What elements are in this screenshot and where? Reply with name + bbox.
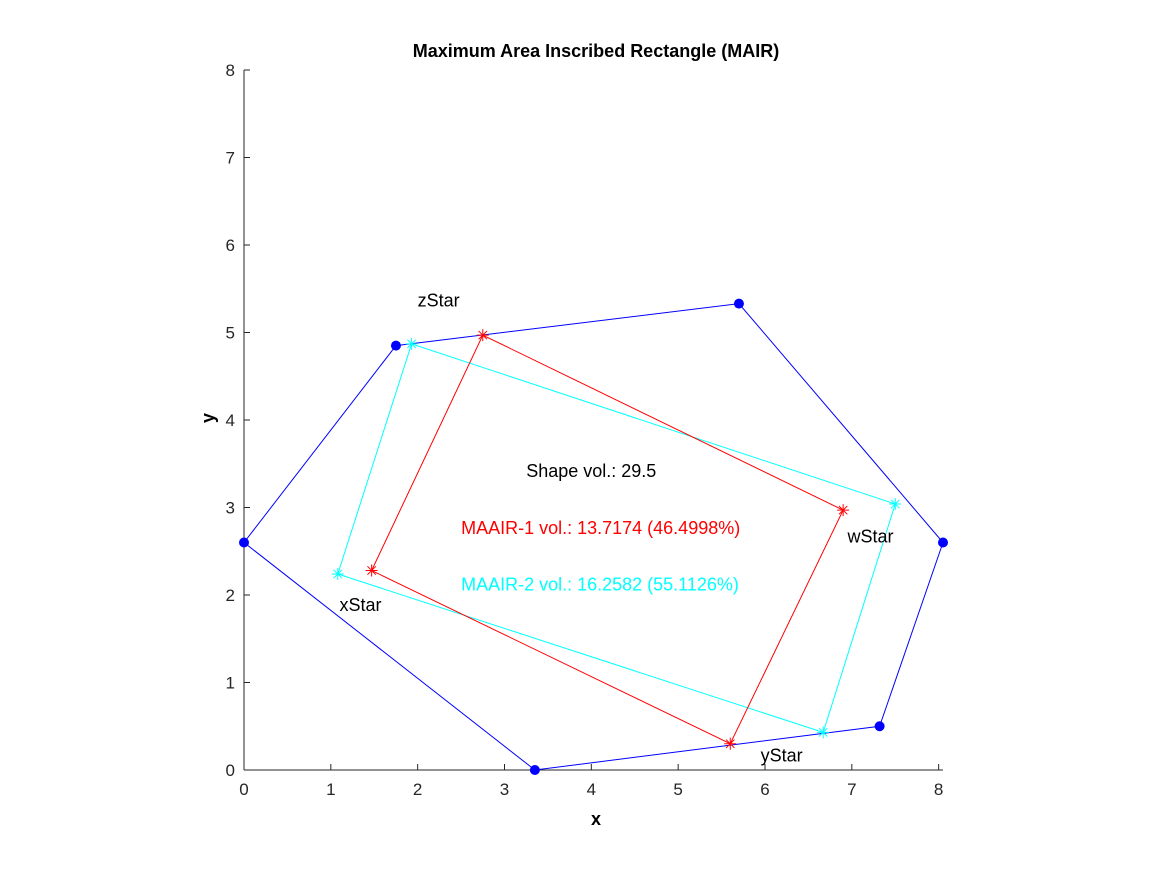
annotations: zStar wStar xStar yStar Shape vol.: 29.5 MAAI… xyxy=(340,290,894,765)
shape-vertex-5 xyxy=(529,765,540,775)
y-tick-label-3: 3 xyxy=(226,499,235,518)
y-tick-label-4: 4 xyxy=(226,411,235,430)
maair2-star-2 xyxy=(889,498,902,510)
plot-series xyxy=(239,298,948,775)
annotation-zStar: zStar xyxy=(418,290,460,310)
annotation-maair2_vol: MAAIR-2 vol.: 16.2582 (55.1126%) xyxy=(461,575,739,595)
y-tick-label-6: 6 xyxy=(226,236,235,255)
maair1-star-0 xyxy=(365,564,378,577)
annotation-maair1_vol: MAAIR-1 vol.: 13.7174 (46.4998%) xyxy=(461,518,740,538)
maair1-rectangle xyxy=(371,334,844,745)
x-tick-label-4: 4 xyxy=(587,780,596,799)
maair1-star-0-d2 xyxy=(367,565,377,576)
y-tick-label-0: 0 xyxy=(226,761,235,780)
x-tick-label-1: 1 xyxy=(326,780,335,799)
x-tick-label-5: 5 xyxy=(673,780,682,799)
shape-vertex-3 xyxy=(938,537,948,548)
maair2-star-3-d2 xyxy=(818,727,828,737)
x-tick-label-3: 3 xyxy=(500,780,509,799)
maair2-star-0 xyxy=(331,568,344,580)
maair2-star-2-d2 xyxy=(890,499,900,509)
shape-vertex-0 xyxy=(239,537,249,548)
shape-vertex-4 xyxy=(874,721,885,732)
x-tick-label-0: 0 xyxy=(239,780,248,799)
maair1-star-1 xyxy=(476,329,489,342)
annotation-shape_vol: Shape vol.: 29.5 xyxy=(526,461,656,481)
y-tick-label-1: 1 xyxy=(226,674,235,693)
axes: 0 1 2 3 4 5 6 7 8 0 1 2 3 4 5 6 7 8 xyxy=(226,61,944,799)
shape-vertex-2 xyxy=(733,298,744,309)
maair1-star-3 xyxy=(724,737,737,750)
maair2-rectangle xyxy=(337,343,896,734)
maair2-star-0-d2 xyxy=(333,569,343,579)
y-tick-label-2: 2 xyxy=(226,586,235,605)
annotation-wStar: wStar xyxy=(846,527,893,547)
maair1-star-3-d2 xyxy=(725,739,735,749)
shape-vertex-1 xyxy=(390,340,401,351)
maair1-star-2-d2 xyxy=(838,505,848,515)
x-tick-label-7: 7 xyxy=(847,780,856,799)
y-tick-label-5: 5 xyxy=(226,324,235,343)
x-tick-label-8: 8 xyxy=(934,780,943,799)
y-tick-label-7: 7 xyxy=(226,149,235,168)
chart-title: Maximum Area Inscribed Rectangle (MAIR) xyxy=(413,41,779,61)
maair2-star-1 xyxy=(405,337,418,350)
y-tick-label-8: 8 xyxy=(226,61,235,80)
maair1-star-1-d2 xyxy=(478,330,488,340)
x-tick-label-2: 2 xyxy=(413,780,422,799)
maair2-star-1-d2 xyxy=(407,339,417,349)
maair1-star-2 xyxy=(837,504,850,517)
annotation-xStar: xStar xyxy=(340,595,382,615)
x-tick-label-6: 6 xyxy=(760,780,769,799)
x-axis-label: x xyxy=(591,809,601,829)
maair2-star-3 xyxy=(817,726,830,739)
annotation-yStar: yStar xyxy=(761,745,803,765)
y-axis-label: y xyxy=(198,413,218,423)
